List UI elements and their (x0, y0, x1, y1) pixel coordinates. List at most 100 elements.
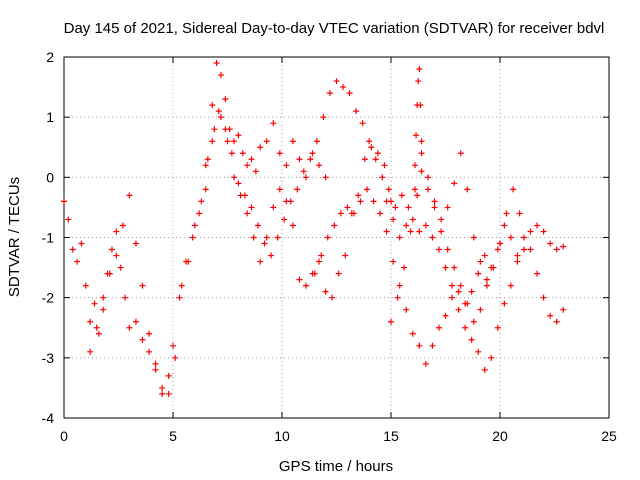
data-point (540, 294, 547, 301)
data-point (270, 204, 277, 211)
data-point (488, 354, 495, 361)
data-point (449, 294, 456, 301)
data-point (411, 186, 418, 193)
data-point (69, 246, 76, 253)
data-point (422, 222, 429, 229)
data-point (146, 348, 153, 355)
data-point (409, 330, 416, 337)
data-point (337, 210, 344, 217)
y-tick-label: -1 (42, 230, 55, 246)
data-point (239, 150, 246, 157)
data-point (172, 354, 179, 361)
data-point (93, 324, 100, 331)
data-point (507, 282, 514, 289)
data-point (95, 330, 102, 337)
data-point (213, 60, 220, 67)
data-point (413, 132, 420, 139)
data-point (261, 240, 268, 247)
data-point (477, 306, 484, 313)
series-track-d (311, 186, 567, 373)
data-point (296, 276, 303, 283)
data-point (300, 168, 307, 175)
data-point (159, 390, 166, 397)
data-point (322, 288, 329, 295)
data-point (353, 108, 360, 115)
data-point (294, 186, 301, 193)
y-tick-label: -3 (42, 350, 55, 366)
y-tick-label: 2 (46, 49, 54, 65)
data-point (455, 306, 462, 313)
data-point (235, 180, 242, 187)
data-point (444, 246, 451, 253)
data-point (320, 114, 327, 121)
data-point (383, 198, 390, 205)
data-point (418, 150, 425, 157)
data-point (503, 210, 510, 217)
data-point (416, 66, 423, 73)
data-point (470, 234, 477, 241)
data-point (87, 348, 94, 355)
data-point (228, 150, 235, 157)
x-tick-label: 0 (60, 428, 68, 444)
data-point (146, 330, 153, 337)
data-point (442, 312, 449, 319)
data-point (431, 198, 438, 205)
data-point (165, 390, 172, 397)
data-point (364, 186, 371, 193)
data-point (368, 144, 375, 151)
x-tick-label: 25 (601, 428, 617, 444)
data-point (241, 192, 248, 199)
data-point (385, 186, 392, 193)
data-point (534, 222, 541, 229)
data-point (527, 228, 534, 235)
data-point (316, 258, 323, 265)
data-point (553, 318, 560, 325)
data-point (416, 228, 423, 235)
data-point (274, 234, 281, 241)
data-point (355, 192, 362, 199)
data-point (217, 114, 224, 121)
data-point (289, 138, 296, 145)
data-point (553, 246, 560, 253)
x-axis-label: GPS time / hours (279, 458, 393, 475)
data-point (78, 240, 85, 247)
data-point (350, 210, 357, 217)
data-point (100, 306, 107, 313)
data-point (346, 90, 353, 97)
series-track-c (202, 78, 503, 325)
data-point (113, 228, 120, 235)
data-point (481, 252, 488, 259)
data-point (429, 342, 436, 349)
data-point (248, 204, 255, 211)
data-point (276, 186, 283, 193)
x-tick-label: 10 (274, 428, 290, 444)
data-point (422, 360, 429, 367)
data-point (414, 192, 421, 199)
y-tick-label: -4 (42, 410, 55, 426)
data-point (457, 282, 464, 289)
data-point (520, 234, 527, 241)
data-point (119, 222, 126, 229)
data-point (244, 210, 251, 217)
data-point (309, 150, 316, 157)
data-point (514, 258, 521, 265)
data-point (287, 198, 294, 205)
data-point (462, 324, 469, 331)
data-point (411, 162, 418, 169)
data-point (405, 204, 412, 211)
data-point (383, 228, 390, 235)
series-track-b (87, 114, 394, 397)
data-point (159, 384, 166, 391)
data-point (464, 186, 471, 193)
data-point (117, 264, 124, 271)
data-point (215, 108, 222, 115)
data-point (514, 252, 521, 259)
data-point (257, 144, 264, 151)
data-point (425, 186, 432, 193)
data-point (108, 246, 115, 253)
data-point (547, 312, 554, 319)
data-point (379, 174, 386, 181)
data-point (396, 282, 403, 289)
data-point (388, 318, 394, 325)
data-point (100, 294, 107, 301)
